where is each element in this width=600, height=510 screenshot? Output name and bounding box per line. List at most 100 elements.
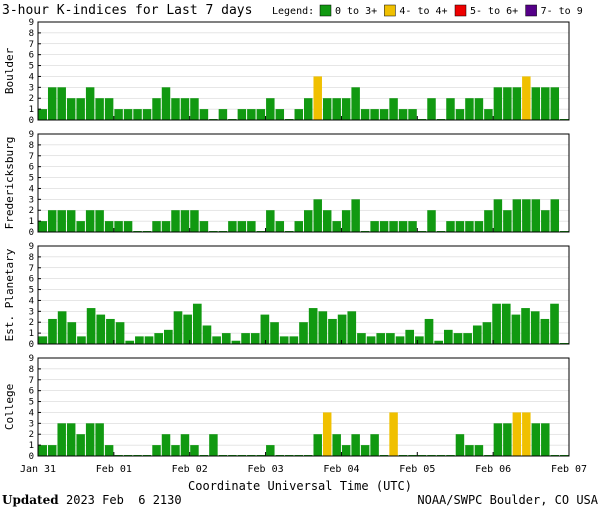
y-tick-label: 4 [29,184,34,194]
x-tick-label: Feb 05 [399,464,435,475]
bar [389,412,398,456]
bar [57,210,66,232]
bar [154,333,164,344]
y-tick-label: 3 [29,83,34,93]
bar [347,311,357,344]
bar [341,210,351,232]
bar [171,445,180,456]
bar [212,336,221,344]
bar [379,109,389,120]
bar [550,87,560,120]
y-tick-label: 9 [29,18,34,28]
bar [199,221,209,232]
bar [294,221,303,232]
y-tick-label: 9 [29,242,34,252]
bar [104,445,114,456]
panel-label: Boulder [3,47,16,94]
x-tick-label: Feb 04 [323,464,359,475]
bar [455,434,465,456]
bar [332,434,341,456]
bar [95,210,104,232]
bar [530,311,540,344]
bar [351,199,360,232]
legend-swatch-3 [525,4,537,17]
y-tick-label: 6 [29,163,34,173]
bar [501,303,511,344]
panel-frame [37,357,570,457]
bar [95,98,104,120]
bar [386,333,395,344]
bar [341,445,351,456]
bar [493,423,503,456]
bar [237,109,247,120]
y-tick-label: 7 [29,376,34,386]
bar [133,109,142,120]
y-tick-label: 8 [29,29,34,39]
bar [389,98,398,120]
bar [38,336,48,344]
bar [446,221,455,232]
bar [531,199,541,232]
bar [521,308,530,344]
bar [398,221,408,232]
bar [370,221,379,232]
bar [427,98,436,120]
bar [266,210,275,232]
bar [152,445,161,456]
bar [260,314,270,344]
bar [180,434,190,456]
bar [77,336,86,344]
bar [202,325,212,344]
y-tick-label: 4 [29,72,34,82]
y-tick-label: 2 [29,430,34,440]
bar [152,221,161,232]
bar [465,445,474,456]
legend-swatch-1 [384,4,396,17]
bar [275,221,285,232]
y-tick-label: 2 [29,206,34,216]
y-tick-label: 4 [29,296,34,306]
bar [511,314,521,344]
bar [114,221,123,232]
bar [66,98,76,120]
bar [38,109,47,120]
bar [366,336,376,344]
y-tick-label: 5 [29,398,34,408]
credit: NOAA/SWPC Boulder, CO USA [417,493,598,507]
legend-entry-1: 4- to 4+ [399,6,447,17]
bar [313,76,322,120]
bar [550,199,560,232]
legend-entry-2: 5- to 6+ [470,6,518,17]
bar [443,329,453,344]
bar [247,221,256,232]
bar [47,210,57,232]
bar [123,109,133,120]
y-tick-label: 1 [29,105,34,115]
bar [66,423,76,456]
bar [142,109,152,120]
bar [484,210,493,232]
bar [289,336,299,344]
bar [389,221,398,232]
bar [237,221,247,232]
y-tick-label: 6 [29,51,34,61]
bar [328,318,337,344]
bar [332,98,341,120]
bar [341,98,351,120]
y-tick-label: 5 [29,174,34,184]
bar [541,423,550,456]
bar [308,308,318,344]
bar [76,221,85,232]
bar [522,76,531,120]
bar [161,434,171,456]
bar [161,221,171,232]
bar [484,109,493,120]
bar [161,87,171,120]
bar [173,311,183,344]
bar [57,87,66,120]
y-tick-label: 0 [29,228,34,238]
bar [299,322,308,344]
bar [85,87,95,120]
